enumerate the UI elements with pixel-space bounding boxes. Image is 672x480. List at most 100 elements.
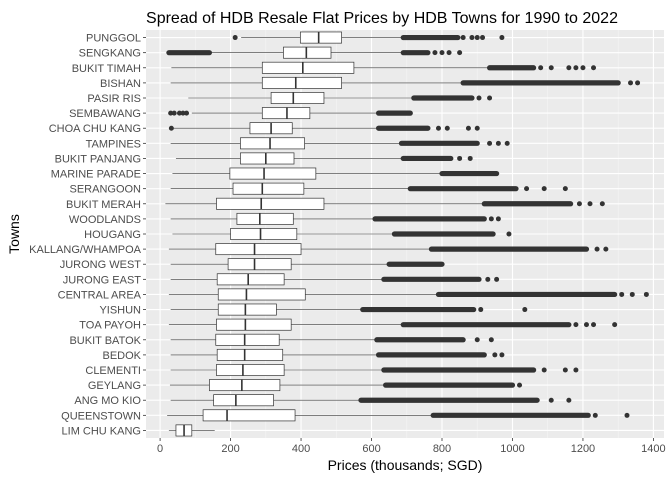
- outlier-point: [168, 110, 174, 116]
- outlier-point: [168, 125, 174, 131]
- box-central-area: [168, 288, 649, 301]
- y-tick-label: SERANGOON: [69, 184, 141, 196]
- box-bishan: [170, 76, 641, 89]
- outlier-point: [487, 95, 493, 101]
- box-yishun: [170, 303, 528, 316]
- iqr-box: [216, 273, 285, 286]
- outlier-point: [474, 35, 480, 41]
- box-sembawang: [168, 107, 413, 120]
- outlier-point: [524, 186, 530, 192]
- y-tick-label: KALLANG/WHAMPOA: [29, 244, 142, 256]
- outlier-point: [435, 125, 441, 131]
- x-axis-ticks: 0 200 400 600 800 1000 1200 1400: [157, 438, 666, 455]
- x-tick-label: 600: [362, 443, 380, 455]
- y-tick-label: BUKIT BATOK: [69, 335, 141, 347]
- iqr-box: [299, 31, 342, 44]
- outlier-point: [612, 322, 618, 328]
- outlier-point: [184, 110, 190, 116]
- outlier-point: [504, 140, 510, 146]
- outlier-point: [576, 201, 582, 207]
- outlier-point: [465, 125, 471, 131]
- box-bukit-batok: [170, 333, 494, 346]
- x-tick-label: 1400: [641, 443, 665, 455]
- outlier-point: [467, 155, 473, 161]
- iqr-box: [261, 61, 355, 74]
- box-jurong-west: [170, 258, 445, 271]
- box-clementi: [170, 364, 579, 376]
- outlier-point: [474, 337, 480, 343]
- box-choa-chu-kang: [168, 122, 480, 135]
- x-tick-label: 400: [292, 443, 310, 455]
- y-tick-label: BUKIT TIMAH: [72, 63, 141, 75]
- outlier-point: [573, 367, 579, 373]
- box-toa-payoh: [168, 318, 618, 331]
- outlier-point: [566, 397, 572, 403]
- iqr-box: [232, 182, 305, 195]
- outlier-point: [457, 50, 463, 56]
- y-tick-label: BISHAN: [100, 78, 141, 90]
- y-tick-label: BUKIT PANJANG: [55, 153, 141, 165]
- box-bukit-timah: [171, 61, 597, 74]
- outlier-point: [541, 186, 547, 192]
- outlier-point: [583, 322, 589, 328]
- box-tampines: [170, 137, 510, 150]
- outlier-point: [495, 140, 501, 146]
- y-tick-label: CLEMENTI: [85, 365, 141, 377]
- outlier-point: [444, 125, 450, 131]
- box-hougang: [172, 228, 512, 240]
- y-tick-label: ANG MO KIO: [74, 395, 141, 407]
- chart-title: Spread of HDB Resale Flat Prices by HDB …: [146, 10, 618, 27]
- outlier-point: [469, 35, 475, 41]
- y-tick-label: CENTRAL AREA: [58, 289, 142, 301]
- iqr-box: [229, 167, 317, 180]
- x-axis-title: Prices (thousands; SGD): [328, 457, 483, 473]
- y-tick-label: SEMBAWANG: [69, 108, 141, 120]
- outlier-point: [522, 307, 528, 313]
- box-geylang: [169, 379, 523, 392]
- outlier-point: [487, 140, 493, 146]
- x-tick-label: 800: [433, 443, 451, 455]
- outlier-point: [432, 50, 438, 56]
- iqr-box: [216, 318, 292, 331]
- outlier-point: [566, 65, 572, 71]
- iqr-box: [240, 152, 295, 165]
- y-axis-ticks: PUNGGOL SENGKANG BUKIT TIMAH BISHAN PASIR RI…: [29, 33, 146, 437]
- outlier-point: [171, 110, 177, 116]
- outlier-point: [485, 276, 491, 282]
- iqr-box: [261, 76, 342, 89]
- iqr-box: [217, 288, 306, 301]
- iqr-box: [217, 303, 277, 316]
- y-tick-label: PUNGGOL: [86, 33, 141, 45]
- outlier-point: [474, 125, 480, 131]
- iqr-box: [240, 137, 305, 150]
- y-tick-label: SENGKANG: [79, 48, 141, 60]
- outlier-point: [629, 291, 635, 297]
- outlier-point: [499, 352, 505, 358]
- outlier-point: [603, 246, 609, 252]
- outlier-point: [599, 201, 605, 207]
- outlier-point: [548, 65, 554, 71]
- y-tick-label: YISHUN: [99, 305, 141, 317]
- iqr-box: [236, 212, 294, 225]
- box-bukit-panjang: [175, 152, 473, 165]
- iqr-box: [215, 243, 302, 256]
- outlier-point: [488, 337, 494, 343]
- outlier-point: [548, 397, 554, 403]
- outlier-point: [619, 291, 625, 297]
- outlier-point: [591, 65, 597, 71]
- y-tick-label: HOUGANG: [84, 229, 141, 241]
- iqr-box: [227, 258, 292, 271]
- box-pasir-ris: [188, 92, 493, 104]
- x-tick-label: 0: [157, 443, 163, 455]
- box-sengkang: [166, 46, 463, 59]
- outlier-point: [478, 307, 484, 313]
- boxes-layer: [165, 31, 649, 437]
- outlier-point: [476, 95, 482, 101]
- box-ang-mo-kio: [170, 394, 572, 407]
- y-tick-label: TAMPINES: [86, 138, 141, 150]
- outlier-point: [541, 367, 547, 373]
- outlier-point: [439, 50, 445, 56]
- outlier-point: [562, 367, 568, 373]
- iqr-box: [216, 364, 285, 376]
